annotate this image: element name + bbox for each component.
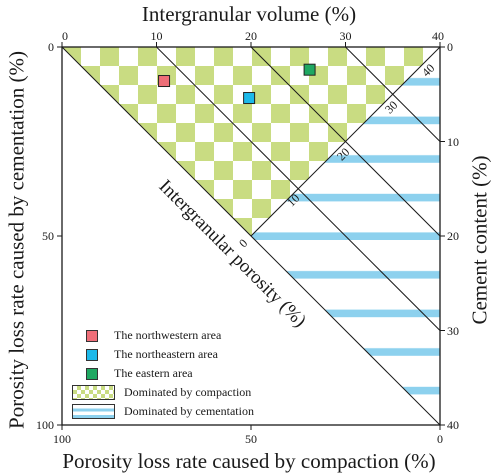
right-tick-label: 30 [447,324,459,338]
left-axis-title: Porosity loss rate caused by cementation… [4,51,29,429]
legend-label: The northwestern area [114,328,222,342]
legend-label: Dominated by cementation [124,404,254,418]
data-point-northwestern [158,75,171,88]
left-tick-labels: 0 50 100 [36,40,54,432]
top-tick-labels: 0 10 20 30 40 [62,29,444,43]
top-tick-label: 20 [245,29,257,43]
right-tick-label: 40 [447,418,459,432]
compaction-swatch [72,385,115,400]
right-tick-labels: 0 10 20 30 40 [447,40,459,432]
bottom-tick-label: 100 [53,432,71,446]
cementation-swatch [72,404,115,419]
left-tick-label: 0 [48,40,54,54]
data-point-eastern [303,63,316,76]
right-axis-title: Cement content (%) [467,155,492,325]
top-tick-label: 30 [340,29,352,43]
legend-item-northeastern: The northeastern area [72,345,254,364]
left-tick-label: 50 [42,229,54,243]
legend-label: The northeastern area [114,347,218,361]
legend-item-eastern: The eastern area [72,364,254,383]
top-tick-label: 40 [432,29,444,43]
right-tick-label: 10 [447,135,459,149]
legend: The northwestern area The northeastern a… [72,326,254,421]
right-tick-label: 20 [447,229,459,243]
data-point-northeastern [243,92,256,105]
top-axis-title: Intergranular volume (%) [141,2,357,26]
northeastern-swatch [86,348,98,361]
bottom-tick-labels: 100 50 0 [53,432,443,446]
legend-item-compaction: Dominated by compaction [72,383,254,402]
top-tick-label: 10 [151,29,163,43]
eastern-swatch [86,367,98,380]
legend-label: Dominated by compaction [124,385,252,399]
boundary-line [250,46,441,237]
bottom-axis-title: Porosity loss rate caused by compaction … [62,449,436,473]
axis-ticks [57,42,445,430]
northwestern-swatch [86,329,98,342]
bottom-tick-label: 0 [437,432,443,446]
bottom-tick-label: 50 [245,432,257,446]
legend-item-cementation: Dominated by cementation [72,402,254,421]
left-tick-label: 100 [36,418,54,432]
right-tick-label: 0 [447,40,453,54]
data-points [158,63,316,105]
top-tick-label: 0 [62,29,68,43]
legend-label: The eastern area [114,366,193,380]
legend-item-northwestern: The northwestern area [72,326,254,345]
